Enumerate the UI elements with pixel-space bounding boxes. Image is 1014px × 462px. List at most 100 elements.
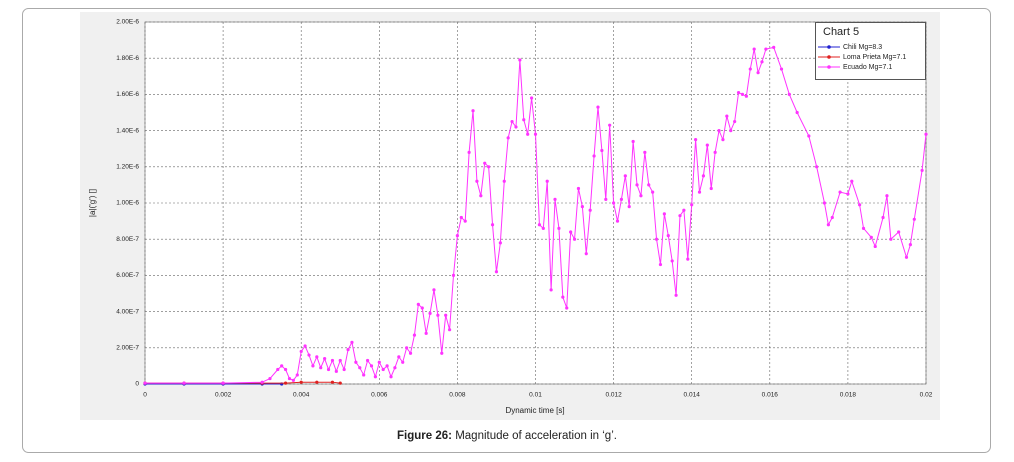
- data-point: [815, 165, 819, 169]
- data-point: [908, 243, 912, 247]
- data-point: [846, 192, 850, 196]
- data-point: [377, 360, 381, 364]
- data-point: [393, 366, 397, 370]
- legend: [815, 22, 926, 80]
- legend-label: Chili Mg=8.3: [843, 44, 882, 51]
- data-point: [471, 109, 475, 113]
- data-point: [463, 219, 467, 223]
- data-point: [569, 230, 573, 234]
- data-point: [487, 165, 491, 169]
- legend-title: Chart 5: [823, 26, 859, 38]
- data-point: [338, 381, 342, 385]
- data-point: [475, 179, 479, 183]
- data-point: [748, 67, 752, 71]
- data-point: [760, 60, 764, 64]
- data-point: [401, 360, 405, 364]
- y-tick-label: 8.00E-7: [116, 236, 139, 243]
- y-tick-label: 1.00E-6: [116, 200, 139, 207]
- data-point: [315, 355, 319, 359]
- caption-label: Figure 26:: [397, 430, 452, 442]
- data-point: [631, 139, 635, 144]
- data-point: [330, 380, 335, 384]
- data-point: [299, 380, 303, 384]
- legend-marker: [827, 65, 831, 69]
- data-point: [897, 230, 901, 234]
- y-tick-label: 1.40E-6: [116, 127, 139, 134]
- x-tick-label: 0.016: [762, 392, 779, 399]
- data-point: [354, 360, 358, 364]
- y-tick-label: 6.00E-7: [116, 272, 139, 279]
- data-point: [420, 306, 424, 310]
- data-point: [182, 381, 186, 385]
- data-point: [541, 226, 545, 230]
- y-tick-label: 2.00E-7: [116, 345, 139, 352]
- data-point: [510, 119, 514, 124]
- data-point: [490, 223, 495, 227]
- data-point: [635, 183, 639, 187]
- data-point: [299, 349, 303, 354]
- x-tick-label: 0.02: [920, 392, 933, 399]
- data-point: [580, 205, 584, 209]
- data-point: [319, 366, 323, 370]
- data-point: [447, 328, 452, 332]
- data-point: [924, 132, 928, 136]
- data-point: [526, 132, 530, 136]
- data-point: [529, 96, 534, 100]
- data-point: [369, 364, 374, 368]
- data-point: [744, 94, 748, 98]
- data-point: [522, 118, 526, 122]
- plot: 0 2.00E-7 4.00E-7 6.00E-7 8.00E-7 1.00E-6 1.20…: [116, 19, 932, 399]
- data-point: [494, 270, 499, 274]
- x-tick-label: 0.012: [605, 392, 622, 399]
- data-point: [440, 351, 444, 355]
- data-point: [276, 367, 280, 372]
- data-point: [608, 123, 612, 127]
- data-point: [459, 215, 463, 220]
- data-point: [666, 233, 670, 238]
- data-point: [740, 92, 745, 96]
- x-tick-label: 0.004: [293, 392, 310, 399]
- data-point: [756, 71, 760, 75]
- data-point: [654, 237, 659, 241]
- data-point: [576, 186, 581, 191]
- data-point: [436, 313, 440, 317]
- data-point: [416, 302, 420, 306]
- data-point: [572, 237, 577, 241]
- data-point: [358, 366, 362, 370]
- data-point: [280, 364, 284, 368]
- data-point: [779, 67, 784, 71]
- data-point: [506, 136, 510, 140]
- data-point: [639, 194, 643, 198]
- data-point: [518, 58, 522, 62]
- caption-text: Magnitude of acceleration in ‘g’.: [455, 430, 617, 442]
- data-point: [514, 125, 518, 129]
- data-point: [557, 226, 561, 230]
- data-point: [686, 257, 690, 261]
- caption: Figure 26: Magnitude of acceleration in …: [397, 430, 617, 442]
- data-point: [287, 376, 292, 381]
- data-point: [346, 348, 350, 352]
- data-point: [502, 179, 506, 183]
- data-point: [432, 288, 436, 292]
- data-point: [479, 194, 483, 198]
- data-point: [709, 186, 713, 191]
- data-point: [283, 381, 288, 385]
- data-point: [307, 353, 311, 357]
- data-point: [873, 244, 877, 249]
- data-point: [733, 119, 737, 124]
- data-point: [615, 219, 620, 223]
- legend-marker: [827, 55, 831, 59]
- data-point: [389, 375, 393, 379]
- data-point: [772, 45, 776, 49]
- x-axis-label: Dynamic time [s]: [505, 406, 564, 415]
- data-point: [674, 293, 678, 297]
- data-point: [764, 47, 768, 51]
- data-point: [338, 358, 342, 363]
- data-point: [889, 237, 893, 241]
- data-point: [920, 168, 924, 173]
- data-point: [619, 197, 624, 201]
- data-point: [701, 174, 706, 178]
- data-point: [291, 378, 295, 382]
- data-point: [311, 364, 315, 368]
